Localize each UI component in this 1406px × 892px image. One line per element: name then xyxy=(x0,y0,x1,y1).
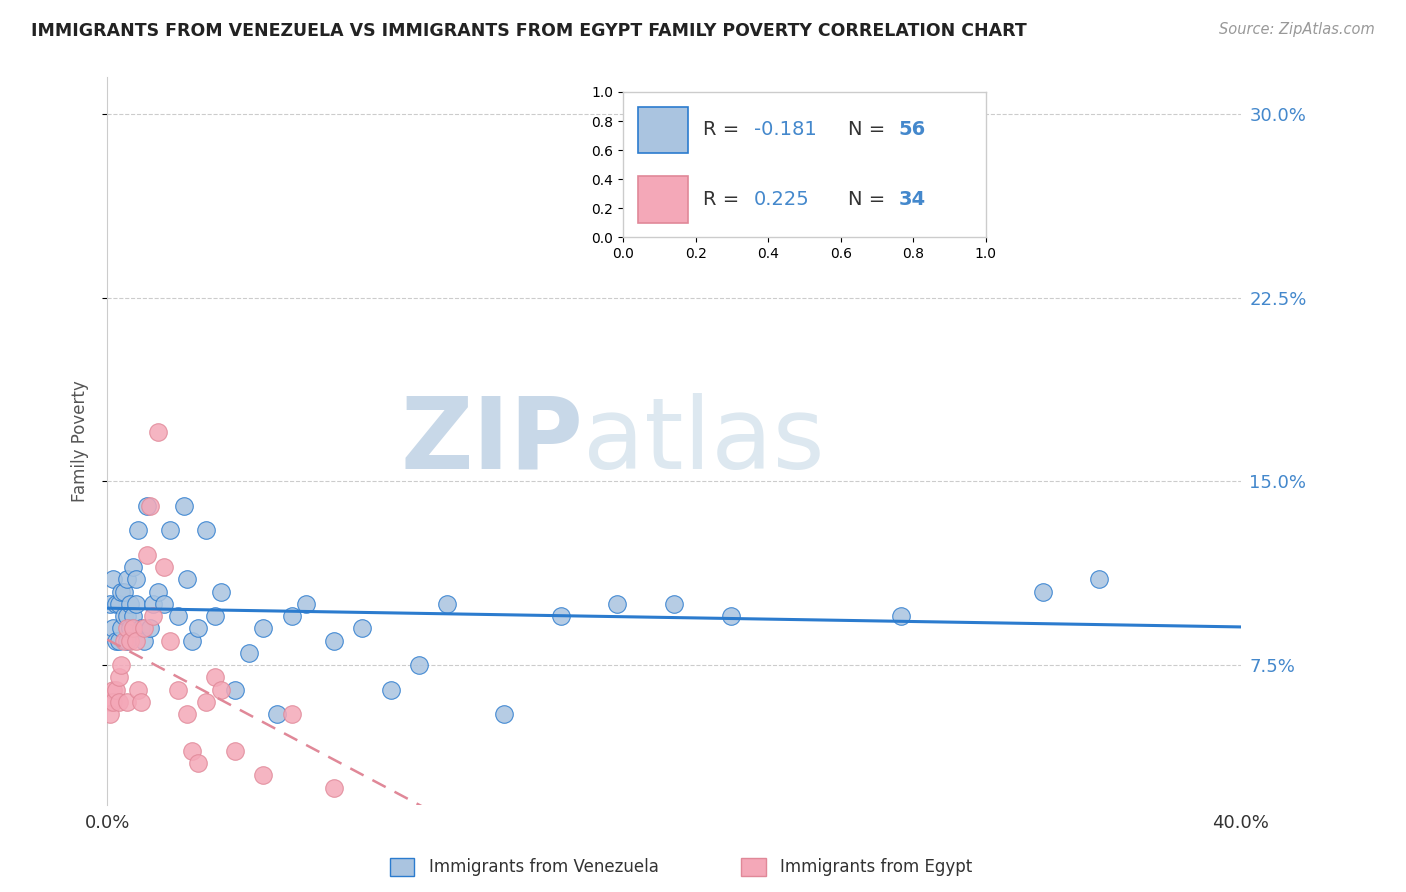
Point xyxy=(148,584,170,599)
Point xyxy=(173,499,195,513)
Point xyxy=(494,707,516,722)
Point xyxy=(294,597,316,611)
Point xyxy=(118,633,141,648)
Point xyxy=(550,609,572,624)
Point xyxy=(1088,573,1111,587)
Text: IMMIGRANTS FROM VENEZUELA VS IMMIGRANTS FROM EGYPT FAMILY POVERTY CORRELATION CH: IMMIGRANTS FROM VENEZUELA VS IMMIGRANTS … xyxy=(31,22,1026,40)
Point xyxy=(101,682,124,697)
Point xyxy=(124,573,146,587)
Point xyxy=(280,609,302,624)
Text: Immigrants from Venezuela: Immigrants from Venezuela xyxy=(429,858,658,876)
Point xyxy=(104,633,127,648)
Point xyxy=(323,633,346,648)
Point xyxy=(266,707,288,722)
Point xyxy=(121,560,143,574)
Text: Immigrants from Egypt: Immigrants from Egypt xyxy=(780,858,973,876)
Point xyxy=(159,524,181,538)
Point xyxy=(142,609,165,624)
Point xyxy=(176,707,198,722)
Point xyxy=(181,633,204,648)
Point xyxy=(134,621,156,635)
Text: ZIP: ZIP xyxy=(401,392,583,490)
Point xyxy=(238,646,260,660)
Bar xyxy=(741,858,766,876)
Point xyxy=(224,682,246,697)
Point xyxy=(112,633,135,648)
Point xyxy=(209,584,232,599)
Point xyxy=(181,744,204,758)
Point xyxy=(101,621,124,635)
Point xyxy=(107,633,129,648)
Point xyxy=(662,597,685,611)
Point xyxy=(153,597,176,611)
Point xyxy=(380,682,402,697)
Point xyxy=(107,597,129,611)
Point xyxy=(209,682,232,697)
Point xyxy=(148,425,170,440)
Text: Source: ZipAtlas.com: Source: ZipAtlas.com xyxy=(1219,22,1375,37)
Point xyxy=(195,524,218,538)
Point xyxy=(224,744,246,758)
Point xyxy=(110,621,132,635)
Point xyxy=(167,682,190,697)
Point xyxy=(720,609,742,624)
Point xyxy=(115,695,138,709)
Point xyxy=(101,695,124,709)
Bar xyxy=(389,858,415,876)
Point xyxy=(142,597,165,611)
Point xyxy=(187,621,209,635)
Point xyxy=(176,573,198,587)
Point xyxy=(136,548,159,562)
Point xyxy=(101,573,124,587)
Point xyxy=(204,609,226,624)
Point xyxy=(890,609,912,624)
Point xyxy=(124,597,146,611)
Point xyxy=(115,573,138,587)
Point xyxy=(110,658,132,673)
Point xyxy=(139,621,162,635)
Point xyxy=(98,695,121,709)
Point xyxy=(124,633,146,648)
Point xyxy=(104,682,127,697)
Point xyxy=(252,768,274,782)
Point xyxy=(131,695,153,709)
Text: atlas: atlas xyxy=(583,392,825,490)
Point xyxy=(127,682,149,697)
Point xyxy=(323,780,346,795)
Point xyxy=(252,621,274,635)
Point xyxy=(118,621,141,635)
Point xyxy=(139,499,162,513)
Point xyxy=(204,670,226,684)
Point xyxy=(352,621,374,635)
Point xyxy=(98,597,121,611)
Point xyxy=(112,609,135,624)
Point xyxy=(159,633,181,648)
Point xyxy=(136,499,159,513)
Y-axis label: Family Poverty: Family Poverty xyxy=(72,380,89,502)
Point xyxy=(115,621,138,635)
Point xyxy=(436,597,458,611)
Point xyxy=(104,597,127,611)
Point xyxy=(195,695,218,709)
Point xyxy=(121,621,143,635)
Point xyxy=(121,609,143,624)
Point xyxy=(153,560,176,574)
Point xyxy=(107,670,129,684)
Point xyxy=(187,756,209,770)
Point xyxy=(1031,584,1053,599)
Point xyxy=(118,597,141,611)
Point xyxy=(112,584,135,599)
Point xyxy=(115,633,138,648)
Point xyxy=(167,609,190,624)
Point xyxy=(134,633,156,648)
Point xyxy=(115,609,138,624)
Point xyxy=(110,584,132,599)
Point xyxy=(280,707,302,722)
Point xyxy=(107,695,129,709)
Point xyxy=(131,621,153,635)
Point xyxy=(98,707,121,722)
Point xyxy=(606,597,628,611)
Point xyxy=(408,658,430,673)
Point xyxy=(127,524,149,538)
